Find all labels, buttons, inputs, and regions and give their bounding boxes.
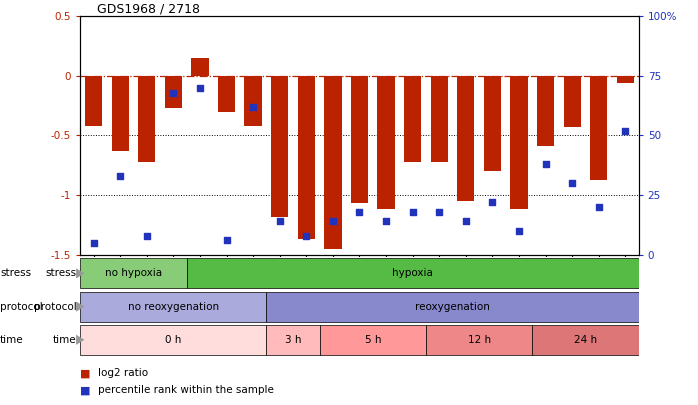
Bar [457,76,475,201]
Point [514,228,525,234]
Point [567,180,578,186]
Point [407,209,418,215]
Bar [404,76,422,162]
Bar [191,58,209,76]
Bar [138,76,156,162]
Point [194,85,205,91]
Text: stress: stress [0,269,31,278]
Point [327,218,339,225]
Text: protocol: protocol [34,302,77,311]
Bar [80,258,186,288]
Bar [85,76,102,126]
Point [301,232,312,239]
Text: percentile rank within the sample: percentile rank within the sample [98,386,274,395]
Text: time: time [53,335,77,345]
Bar [80,325,267,355]
Point [593,204,604,210]
Bar [351,76,368,203]
Text: reoxygenation: reoxygenation [415,302,490,311]
Point [274,218,285,225]
Point [248,104,259,110]
Bar [431,76,448,162]
Bar [244,76,262,126]
Point [354,209,365,215]
Point [620,128,631,134]
Bar [112,76,129,151]
Text: 3 h: 3 h [285,335,302,345]
Point [88,240,99,246]
Bar [325,76,341,249]
Text: 0 h: 0 h [165,335,181,345]
Text: no hypoxia: no hypoxia [105,269,162,278]
Point [460,218,471,225]
Bar [267,325,320,355]
Text: log2 ratio: log2 ratio [98,369,148,378]
Bar [617,76,634,83]
Text: GDS1968 / 2718: GDS1968 / 2718 [97,2,200,15]
Bar [426,325,533,355]
Bar [297,76,315,239]
Text: no reoxygenation: no reoxygenation [128,302,219,311]
Bar [80,292,267,322]
Text: ■: ■ [80,386,91,395]
Bar [320,325,426,355]
Text: hypoxia: hypoxia [392,269,433,278]
Bar [563,76,581,127]
Text: 24 h: 24 h [574,335,597,345]
Text: ■: ■ [80,369,91,378]
Bar [271,76,288,217]
Point [114,173,126,179]
Point [380,218,392,225]
Text: protocol: protocol [0,302,43,311]
Bar [186,258,639,288]
Point [221,237,232,244]
Point [168,89,179,96]
Bar [510,76,528,209]
Bar [218,76,235,112]
Bar [484,76,501,171]
Point [433,209,445,215]
Bar [533,325,639,355]
Point [540,161,551,167]
Bar [165,76,182,108]
Text: stress: stress [45,269,77,278]
Point [487,199,498,205]
Point [141,232,152,239]
Text: 5 h: 5 h [364,335,381,345]
Bar [537,76,554,146]
Text: time: time [0,335,24,345]
Bar [378,76,394,209]
Text: 12 h: 12 h [468,335,491,345]
Bar [267,292,639,322]
Bar [590,76,607,179]
